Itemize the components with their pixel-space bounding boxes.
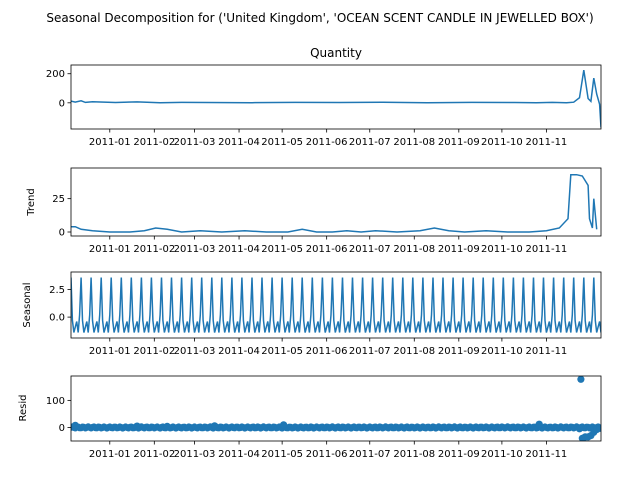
observed-panel-title: Quantity <box>310 46 362 60</box>
resid-plot-area <box>71 376 601 441</box>
x-tick-label: 2011-07 <box>349 244 391 255</box>
x-tick-label: 2011-07 <box>349 449 391 460</box>
x-tick-label: 2011-05 <box>261 244 303 255</box>
y-tick-label: 0 <box>59 228 65 239</box>
x-tick-label: 2011-08 <box>393 137 435 148</box>
x-tick-label: 2011-08 <box>393 346 435 357</box>
x-tick-label: 2011-09 <box>438 244 480 255</box>
resid-point <box>211 422 219 430</box>
resid-point <box>280 421 288 429</box>
observed-line <box>71 69 601 128</box>
y-tick-label: 0 <box>59 98 65 109</box>
observed-axes-frame <box>70 64 602 130</box>
x-tick-label: 2011-05 <box>261 346 303 357</box>
x-tick-label: 2011-01 <box>89 449 131 460</box>
y-tick-label: 100 <box>46 396 65 407</box>
x-tick-label: 2011-04 <box>218 137 260 148</box>
x-tick-label: 2011-05 <box>261 449 303 460</box>
x-tick-label: 2011-11 <box>526 346 568 357</box>
y-tick-label: 200 <box>46 69 65 80</box>
x-tick-label: 2011-11 <box>526 449 568 460</box>
x-tick-label: 2011-01 <box>89 346 131 357</box>
x-tick-label: 2011-04 <box>218 449 260 460</box>
x-tick-label: 2011-02 <box>133 449 175 460</box>
x-tick-label: 2011-02 <box>133 346 175 357</box>
x-tick-label: 2011-07 <box>349 137 391 148</box>
x-tick-label: 2011-01 <box>89 137 131 148</box>
y-tick-label: 0 <box>59 423 65 434</box>
x-tick-label: 2011-06 <box>306 346 348 357</box>
resid-point <box>596 424 601 432</box>
x-tick-label: 2011-08 <box>393 244 435 255</box>
x-tick-label: 2011-10 <box>481 137 523 148</box>
x-tick-label: 2011-01 <box>89 244 131 255</box>
resid-point <box>535 420 543 428</box>
x-tick-label: 2011-10 <box>481 346 523 357</box>
x-tick-label: 2011-03 <box>174 137 216 148</box>
trend-axes-frame <box>70 167 602 237</box>
seasonal-line <box>71 277 601 333</box>
y-tick-label: 0.0 <box>49 313 65 324</box>
figure-title: Seasonal Decomposition for ('United King… <box>46 11 593 25</box>
observed-plot-area <box>71 69 601 128</box>
x-tick-label: 2011-11 <box>526 244 568 255</box>
x-tick-label: 2011-09 <box>438 346 480 357</box>
x-tick-label: 2011-09 <box>438 137 480 148</box>
x-tick-label: 2011-06 <box>306 449 348 460</box>
resid-point <box>163 422 171 430</box>
resid-point <box>71 421 79 429</box>
x-tick-label: 2011-08 <box>393 449 435 460</box>
resid-point <box>575 425 584 433</box>
x-tick-label: 2011-09 <box>438 449 480 460</box>
x-tick-label: 2011-06 <box>306 137 348 148</box>
seasonal-axes-frame <box>70 271 602 339</box>
resid-axis-label: Resid <box>18 395 29 422</box>
trend-plot-area <box>71 173 598 233</box>
x-tick-label: 2011-02 <box>133 244 175 255</box>
x-tick-label: 2011-05 <box>261 137 303 148</box>
resid-point <box>577 376 585 383</box>
resid-point <box>133 422 141 430</box>
x-tick-label: 2011-07 <box>349 346 391 357</box>
resid-axes-frame <box>70 375 602 442</box>
x-tick-label: 2011-04 <box>218 346 260 357</box>
x-tick-label: 2011-02 <box>133 137 175 148</box>
seasonal-axis-label: Seasonal <box>22 282 33 327</box>
seasonal-plot-area <box>71 277 601 333</box>
trend-axis-label: Trend <box>26 188 37 216</box>
x-tick-label: 2011-10 <box>481 449 523 460</box>
trend-line <box>71 173 598 233</box>
x-tick-label: 2011-04 <box>218 244 260 255</box>
x-tick-label: 2011-03 <box>174 449 216 460</box>
y-tick-label: 2.5 <box>49 285 65 296</box>
x-tick-label: 2011-10 <box>481 244 523 255</box>
y-tick-label: 25 <box>52 194 65 205</box>
x-tick-label: 2011-11 <box>526 137 568 148</box>
x-tick-label: 2011-06 <box>306 244 348 255</box>
x-tick-label: 2011-03 <box>174 346 216 357</box>
x-tick-label: 2011-03 <box>174 244 216 255</box>
